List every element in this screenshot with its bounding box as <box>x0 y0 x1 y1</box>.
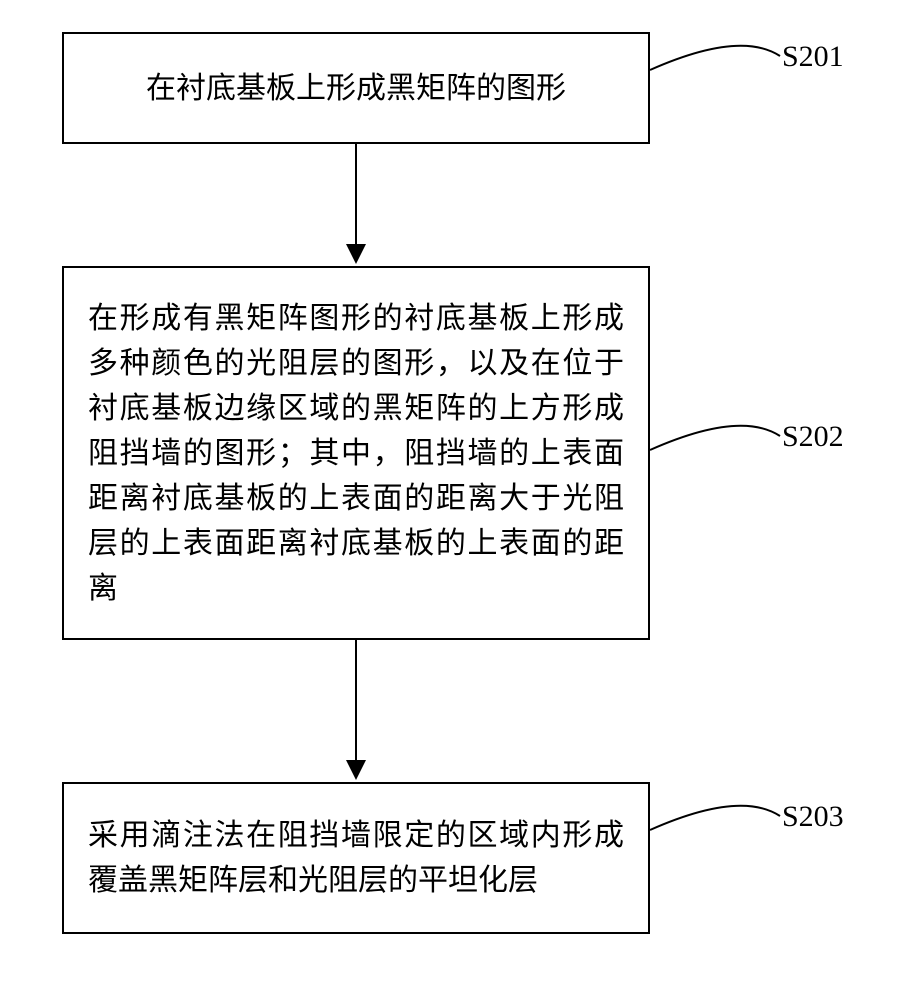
node-text: 采用滴注法在阻挡墙限定的区域内形成覆盖黑矩阵层和光阻层的平坦化层 <box>88 813 624 903</box>
flowchart-node-s203: 采用滴注法在阻挡墙限定的区域内形成覆盖黑矩阵层和光阻层的平坦化层 <box>62 782 650 934</box>
flowchart-node-s202: 在形成有黑矩阵图形的衬底基板上形成多种颜色的光阻层的图形，以及在位于衬底基板边缘… <box>62 266 650 640</box>
step-label-s202: S202 <box>782 420 844 454</box>
node-text: 在衬底基板上形成黑矩阵的图形 <box>146 66 566 111</box>
step-label-s201: S201 <box>782 40 844 74</box>
node-text: 在形成有黑矩阵图形的衬底基板上形成多种颜色的光阻层的图形，以及在位于衬底基板边缘… <box>88 296 624 611</box>
step-label-s203: S203 <box>782 800 844 834</box>
flowchart-node-s201: 在衬底基板上形成黑矩阵的图形 <box>62 32 650 144</box>
flowchart-canvas: 在衬底基板上形成黑矩阵的图形 S201 在形成有黑矩阵图形的衬底基板上形成多种颜… <box>0 0 922 1000</box>
leader-s201 <box>650 46 780 70</box>
leader-s202 <box>650 426 780 450</box>
leader-s203 <box>650 806 780 830</box>
